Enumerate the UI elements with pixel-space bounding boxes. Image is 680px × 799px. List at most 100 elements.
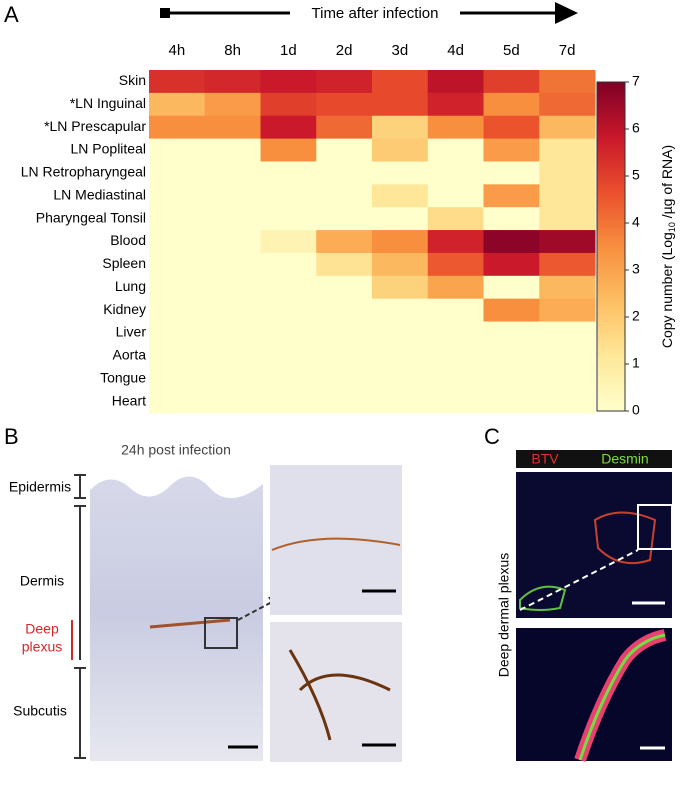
heat-cell	[260, 275, 317, 300]
colorbar-tick-label: 7	[632, 73, 640, 89]
colorbar-tick-label: 4	[632, 214, 640, 230]
side-label: Deep dermal plexus	[496, 553, 512, 678]
heat-cell	[204, 252, 261, 277]
layer-label: Epidermis	[9, 479, 71, 495]
heat-cell	[427, 184, 484, 208]
heat-cell	[539, 344, 596, 368]
column-label: 4d	[447, 42, 464, 59]
brackets	[74, 474, 86, 759]
heat-cell	[260, 161, 317, 185]
heat-cell	[483, 275, 540, 300]
row-label: LN Retropharyngeal	[21, 164, 146, 180]
heat-cell	[539, 321, 596, 345]
image-edge	[90, 465, 263, 499]
heat-cell	[427, 390, 484, 414]
row-label: Pharyngeal Tonsil	[36, 209, 146, 225]
heat-cell	[316, 321, 373, 345]
heat-cell	[260, 70, 317, 94]
heat-cell	[316, 252, 373, 277]
heat-cell	[372, 138, 429, 162]
heat-cell	[316, 70, 373, 94]
heat-cell	[539, 298, 596, 323]
row-label: Skin	[119, 72, 146, 88]
heat-cell	[316, 367, 373, 391]
heat-cell	[260, 207, 317, 231]
heat-cell	[260, 230, 317, 254]
heat-cell	[372, 252, 429, 277]
heat-cell	[372, 298, 429, 323]
panel-label: C	[484, 424, 500, 449]
fluorescence-image	[516, 472, 672, 618]
heat-cell	[539, 70, 596, 94]
heat-cell	[149, 252, 206, 277]
channel-header	[516, 450, 672, 468]
heat-cell	[483, 161, 540, 185]
heat-cell	[483, 138, 540, 162]
heat-cell	[260, 344, 317, 368]
heat-cell	[260, 138, 317, 162]
colorbar-tick-label: 6	[632, 120, 640, 136]
heat-cell	[372, 161, 429, 185]
heat-cell	[539, 230, 596, 254]
heat-cell	[539, 275, 596, 300]
heat-cell	[149, 115, 206, 140]
colorbar-label-part: 10	[667, 222, 677, 232]
heat-cell	[539, 207, 596, 231]
heat-cell	[204, 92, 261, 117]
heat-cell	[149, 321, 206, 345]
heat-cell	[204, 115, 261, 140]
heat-cell	[316, 92, 373, 117]
heat-cell	[539, 92, 596, 117]
heat-cell	[149, 92, 206, 117]
histology-inset	[270, 622, 402, 762]
row-label: Heart	[112, 392, 146, 408]
row-label: Spleen	[102, 255, 146, 271]
channel-label: Desmin	[601, 451, 648, 467]
heat-cell	[372, 390, 429, 414]
colorbar	[596, 81, 626, 412]
layer-label: Dermis	[20, 573, 64, 589]
heat-cell	[204, 70, 261, 94]
row-label: Lung	[115, 278, 146, 294]
heat-cell	[427, 298, 484, 323]
heat-cell	[427, 207, 484, 231]
heat-cell	[260, 184, 317, 208]
heat-cell	[483, 184, 540, 208]
arrow-head	[555, 2, 578, 24]
heat-cell	[149, 230, 206, 254]
heat-cell	[427, 275, 484, 300]
row-label: Blood	[110, 232, 146, 248]
heat-cell	[483, 321, 540, 345]
vessel	[519, 585, 567, 611]
inset-arrow	[237, 601, 273, 621]
column-label: 5d	[503, 42, 520, 59]
row-label: Tongue	[100, 369, 146, 385]
heat-cell	[204, 230, 261, 254]
heat-cell	[372, 115, 429, 140]
heat-cell	[316, 207, 373, 231]
heat-cell	[427, 367, 484, 391]
heat-cell	[204, 367, 261, 391]
heat-cell	[149, 207, 206, 231]
heat-cell	[149, 298, 206, 323]
heat-cell	[539, 115, 596, 140]
row-label: LN Mediastinal	[53, 186, 146, 202]
colorbar-label: Copy number (Log10 /µg of RNA)	[659, 145, 678, 348]
heat-cell	[149, 161, 206, 185]
inset-box	[637, 504, 673, 550]
row-label: *LN Inguinal	[70, 95, 146, 111]
heat-cell	[204, 390, 261, 414]
layer-label: Subcutis	[13, 703, 67, 719]
heat-cell	[483, 70, 540, 94]
column-label: 3d	[392, 42, 409, 59]
heat-cell	[316, 344, 373, 368]
heat-cell	[372, 275, 429, 300]
column-label: 2d	[336, 42, 353, 59]
heat-cell	[260, 367, 317, 391]
heat-cell	[260, 92, 317, 117]
heat-cell	[372, 344, 429, 368]
heat-cell	[260, 321, 317, 345]
heat-cell	[539, 161, 596, 185]
vessel	[288, 649, 391, 741]
